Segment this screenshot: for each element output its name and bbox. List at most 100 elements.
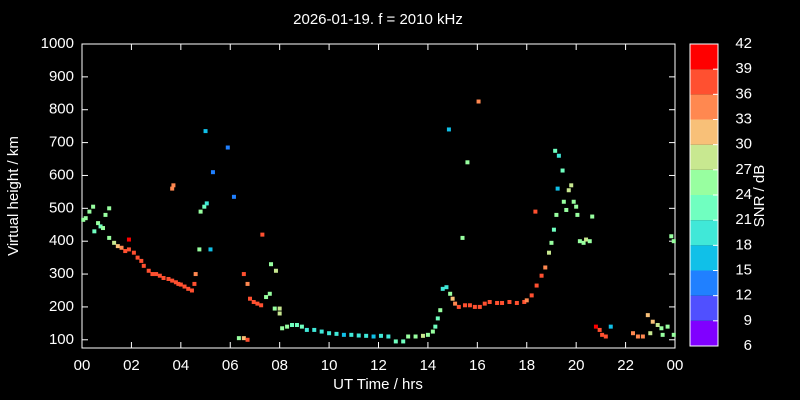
point <box>467 303 472 308</box>
colorbar-tick-label: 39 <box>735 60 752 77</box>
point <box>587 239 592 244</box>
point <box>401 339 406 344</box>
x-tick-label: 14 <box>420 357 437 374</box>
point <box>157 273 162 278</box>
point <box>555 186 560 191</box>
point <box>630 331 635 336</box>
x-tick-label: 18 <box>518 357 535 374</box>
point <box>593 324 598 329</box>
point <box>577 239 582 244</box>
point <box>334 331 339 336</box>
point <box>553 148 558 153</box>
point <box>294 322 299 327</box>
point <box>522 299 527 304</box>
x-tick-label: 12 <box>370 357 387 374</box>
point <box>435 316 440 321</box>
point <box>514 300 519 305</box>
y-tick-label: 1000 <box>41 35 74 52</box>
x-tick-label: 22 <box>617 357 634 374</box>
point <box>539 273 544 278</box>
point <box>264 295 269 300</box>
point <box>141 263 146 268</box>
point <box>245 281 250 286</box>
point <box>450 296 455 301</box>
point <box>444 285 449 290</box>
point <box>554 212 559 217</box>
point <box>173 280 178 285</box>
x-tick-label: 16 <box>469 357 486 374</box>
colorbar-tick-label: 30 <box>735 136 752 153</box>
point <box>433 324 438 329</box>
point <box>260 232 265 237</box>
point <box>198 209 203 214</box>
point <box>96 221 101 226</box>
point <box>103 212 108 217</box>
point <box>189 288 194 293</box>
point <box>574 204 579 209</box>
point <box>182 284 187 289</box>
point <box>364 333 369 338</box>
point <box>425 332 430 337</box>
colorbar-bin <box>690 320 718 346</box>
point <box>204 201 209 206</box>
point <box>659 326 664 331</box>
point <box>98 224 103 229</box>
point <box>273 268 278 273</box>
point <box>259 303 264 308</box>
point <box>210 170 215 175</box>
point <box>448 291 453 296</box>
point <box>290 322 295 327</box>
point <box>482 301 487 306</box>
point <box>533 209 538 214</box>
point <box>192 281 197 286</box>
point <box>487 299 492 304</box>
point <box>356 333 361 338</box>
colorbar-tick-label: 27 <box>735 161 752 178</box>
point <box>304 327 309 332</box>
point <box>126 247 131 252</box>
point <box>551 227 556 232</box>
point <box>245 337 250 342</box>
y-tick-label: 700 <box>49 134 74 151</box>
x-tick-label: 20 <box>568 357 585 374</box>
x-tick-label: 00 <box>74 357 91 374</box>
point <box>406 334 411 339</box>
point <box>671 239 676 244</box>
chart-title: 2026-01-19. f = 2010 kHz <box>293 11 463 28</box>
x-tick-label: 04 <box>172 357 189 374</box>
colorbar-bin <box>690 69 718 95</box>
point <box>569 183 574 188</box>
colorbar-tick-label: 24 <box>735 186 752 203</box>
colorbar-bin <box>690 220 718 246</box>
colorbar-tick-label: 21 <box>735 211 752 228</box>
plot-frame <box>81 43 676 349</box>
point <box>123 249 128 254</box>
point <box>543 265 548 270</box>
point <box>584 237 589 242</box>
point <box>107 235 112 240</box>
x-tick-label: 06 <box>222 357 239 374</box>
point <box>549 240 554 245</box>
y-tick-label: 600 <box>49 166 74 183</box>
point <box>312 327 317 332</box>
point <box>669 234 674 239</box>
point <box>597 327 602 332</box>
point <box>231 194 236 199</box>
point <box>197 247 202 252</box>
point <box>170 278 175 283</box>
point <box>139 258 144 263</box>
point <box>665 324 670 329</box>
colorbar-bin <box>690 169 718 195</box>
point <box>112 240 117 245</box>
point <box>225 145 230 150</box>
point <box>560 168 565 173</box>
point <box>150 272 155 277</box>
y-tick-label: 900 <box>49 68 74 85</box>
point <box>393 339 398 344</box>
point <box>529 293 534 298</box>
colorbar-tick-label: 12 <box>735 287 752 304</box>
point <box>645 313 650 318</box>
colorbar-tick-label: 33 <box>735 110 752 127</box>
x-tick-label: 10 <box>321 357 338 374</box>
